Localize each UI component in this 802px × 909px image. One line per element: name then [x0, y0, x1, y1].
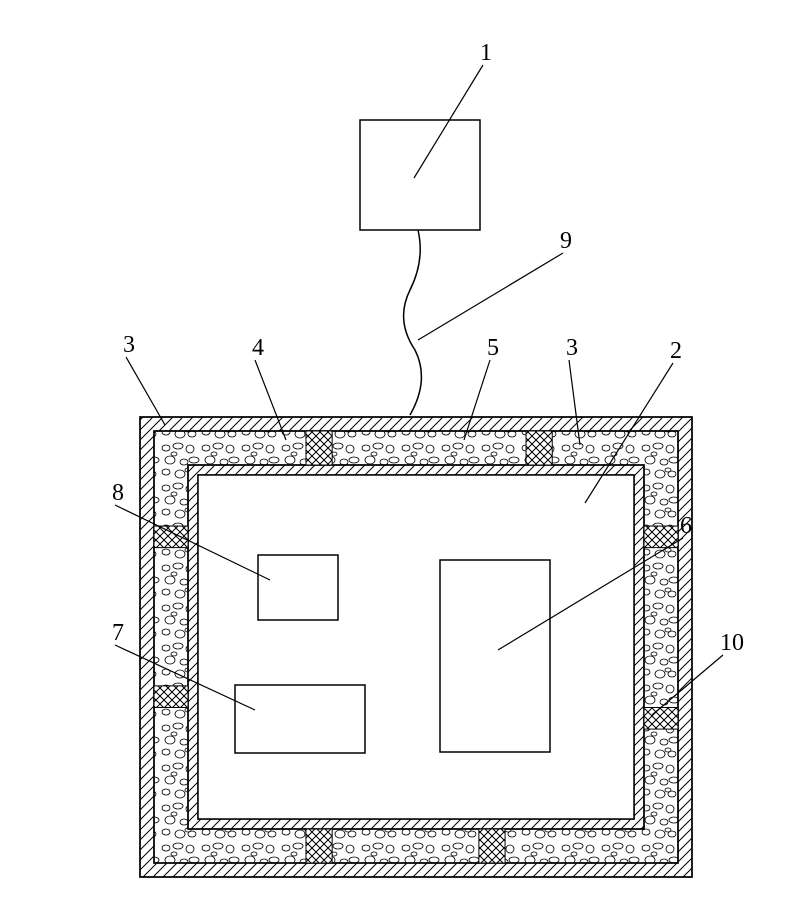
label-3b: 3	[566, 335, 578, 361]
label-1: 1	[480, 40, 492, 66]
label-6: 6	[680, 513, 692, 539]
cavity-2	[198, 475, 634, 819]
label-3a: 3	[123, 332, 135, 358]
leader-line-1	[414, 65, 483, 178]
leader-line-3a	[126, 357, 165, 425]
label-9: 9	[560, 228, 572, 254]
wire-9	[404, 230, 422, 415]
component-1	[360, 120, 480, 230]
label-7: 7	[112, 620, 124, 646]
label-4: 4	[252, 335, 264, 361]
technical-diagram: 1 9 3 4 5 3 2 8 6 7 10	[0, 0, 802, 909]
label-8: 8	[112, 480, 124, 506]
label-2: 2	[670, 338, 682, 364]
leader-line-9	[418, 253, 563, 340]
label-5: 5	[487, 335, 499, 361]
label-10: 10	[720, 630, 744, 656]
